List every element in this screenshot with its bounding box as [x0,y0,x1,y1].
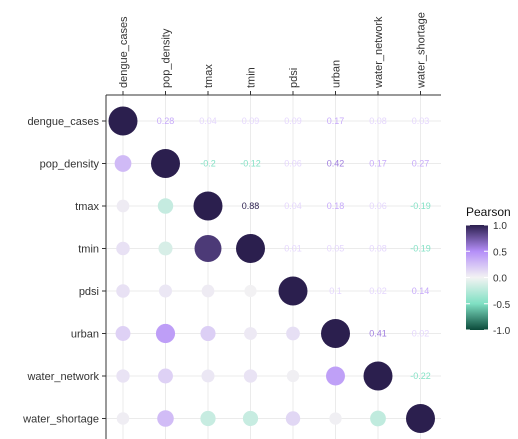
x-tick-label: urban [331,60,343,88]
correlation-value: 0.88 [242,201,260,211]
correlation-value: 0.14 [412,286,430,296]
correlation-circle [244,327,257,340]
correlation-values: 0.28 0.04 0.09 0.09 0.17 0.08 0.03 -0.2 -0.12 0.0… [157,116,431,381]
correlation-value: 0.27 [412,159,430,169]
correlation-circle [329,412,342,425]
correlation-circle [158,368,173,384]
correlation-circle [326,366,345,386]
legend: Pearson 1.0 0.5 0.0 -0.5 -1.0 [466,205,511,337]
x-tick-label: pop_density [161,28,173,88]
correlation-value: 0.05 [327,244,345,254]
correlation-circle [157,198,174,214]
correlation-circle [158,241,173,256]
correlation-circle [157,410,174,427]
x-tick-label: tmax [203,64,215,88]
correlation-circle [158,284,173,298]
correlation-value: 0.02 [369,286,387,296]
correlation-value: 0.09 [284,116,302,126]
correlation-circles [108,106,435,433]
legend-title: Pearson [466,205,511,219]
x-tick-label: dengue_cases [118,16,130,88]
legend-tick-label: 0.0 [493,274,507,285]
correlation-circle [286,326,300,341]
correlation-value: 0.06 [284,159,302,169]
correlation-circle [193,191,223,221]
correlation-circle [285,411,301,426]
grid-lines [106,95,441,439]
correlation-value: 0.17 [369,159,387,169]
correlation-value: 0.09 [242,116,260,126]
correlation-value: 0.42 [327,159,345,169]
correlation-value: 0.06 [369,201,387,211]
correlation-circle [370,410,386,427]
correlation-value: 0.41 [369,329,387,339]
correlation-circle [363,361,393,391]
correlation-circle [406,404,435,433]
y-tick-label: tmax [75,201,99,213]
correlation-value: -0.19 [410,244,431,254]
legend-tick-label: 1.0 [493,221,507,232]
correlation-circle [201,284,215,298]
legend-colorbar [466,225,488,330]
legend-tick-label: 0.5 [493,247,507,258]
correlation-circle [151,149,180,178]
correlation-circle [243,369,258,383]
y-tick-label: urban [71,329,99,341]
correlation-value: -0.19 [410,201,431,211]
y-tick-label: water_network [26,371,99,383]
correlation-value: 0.04 [284,201,302,211]
y-tick-label: water_shortage [22,414,99,426]
correlation-value: -0.2 [200,159,216,169]
y-tick-label: pop_density [40,159,100,171]
correlation-circle [115,326,131,341]
correlation-circle [244,284,257,298]
correlation-circle [116,284,130,298]
x-tick-label: water_shortage [416,12,428,89]
correlation-value: 0.02 [412,329,430,339]
correlation-circle [200,410,216,427]
correlation-circle [242,410,259,427]
y-tick-label: dengue_cases [27,116,99,128]
correlation-circle [278,276,308,306]
correlation-circle [116,241,130,256]
correlation-circle [116,412,130,425]
correlation-value: 0.08 [369,116,387,126]
correlation-value: 0.1 [329,286,342,296]
correlation-circle [201,369,215,383]
y-tick-label: tmin [78,244,99,256]
correlation-circle [108,106,138,136]
correlation-value: 0.18 [327,201,345,211]
correlation-value: 0.08 [369,244,387,254]
correlation-circle [236,234,265,263]
correlation-value: -0.12 [240,159,261,169]
correlation-circle [321,319,350,348]
correlation-circle [116,199,130,213]
correlation-value: 0.28 [157,116,175,126]
correlation-circle [200,325,216,342]
legend-tick-label: -1.0 [493,326,511,337]
correlation-value: 0.17 [327,116,345,126]
correlation-value: 0.01 [284,244,302,254]
x-tick-label: water_network [373,16,385,89]
correlation-value: 0.04 [199,116,217,126]
x-tick-label: pdsi [288,68,300,88]
correlation-circle [286,369,300,383]
correlation-value: 0.03 [412,116,430,126]
y-tick-label: pdsi [79,286,99,298]
legend-tick-label: -0.5 [493,300,511,311]
correlation-value: -0.22 [410,371,431,381]
correlation-circle [114,155,132,172]
x-tick-label: tmin [246,67,258,88]
correlation-circle [194,235,222,262]
correlation-circle [155,323,176,344]
axis-lines [102,91,441,439]
correlation-circle [116,369,130,383]
